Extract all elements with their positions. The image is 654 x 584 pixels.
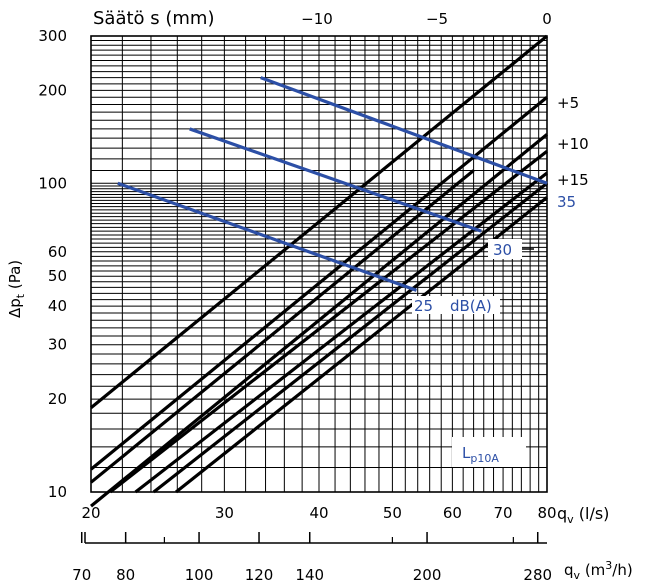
y-tick-label: 60 (48, 243, 67, 261)
x-tick-label: 70 (494, 504, 513, 522)
x2-tick-label: 200 (413, 566, 442, 584)
y-tick-label: 20 (48, 390, 67, 408)
annotation-bg (452, 437, 526, 467)
sound-lines (117, 76, 548, 292)
x-tick-label: 40 (309, 504, 328, 522)
x-tick-label: 20 (81, 504, 100, 522)
y-tick-labels: 10 20 30 40 50 60 100 200 300 (38, 27, 67, 501)
setting-label-minus10: −10 (301, 10, 333, 28)
x2-tick-label: 100 (185, 566, 214, 584)
y-tick-label: 100 (38, 174, 67, 192)
label-bg (553, 133, 593, 153)
y-tick-label: 10 (48, 483, 67, 501)
label-bg (488, 239, 522, 259)
sound-line-2 (260, 76, 548, 185)
plot-frame (90, 35, 548, 493)
secondary-axis-label: qv (m3/h) (564, 559, 633, 582)
label-bg (412, 296, 500, 314)
setting-line-0 (89, 169, 475, 484)
x2-tick-label: 80 (116, 566, 135, 584)
y-axis-label: Δpt (Pa) (6, 260, 27, 318)
x2-tick-label: 120 (245, 566, 274, 584)
sound-line-0 (117, 181, 418, 292)
x-tick-label: 80 (537, 504, 556, 522)
sound-line-1 (189, 127, 482, 233)
x2-tick-label: 280 (523, 566, 552, 584)
chart-title: Säätö s (mm) (93, 8, 215, 29)
x2-tick-label: 140 (295, 566, 324, 584)
x-tick-label: 60 (443, 504, 462, 522)
x-tick-labels: 20 30 40 50 60 70 80 (81, 504, 556, 522)
sound-label-35: 35 (557, 193, 576, 211)
y-tick-label: 200 (38, 81, 67, 99)
label-bg (553, 92, 583, 112)
setting-label-plus10: +10 (557, 135, 589, 153)
setting-line-1 (89, 34, 549, 409)
setting-line-3 (89, 133, 549, 508)
setting-lines (89, 34, 549, 508)
x-tick-label: 50 (383, 504, 402, 522)
y-tick-label: 50 (48, 267, 67, 285)
x-axis-label: qv (l/s) (557, 504, 609, 526)
x-tick-label: 30 (215, 504, 234, 522)
y-tick-label: 300 (38, 27, 67, 45)
setting-line-7 (175, 196, 548, 494)
setting-line-6 (152, 182, 548, 494)
x2-tick-label: 70 (72, 566, 91, 584)
lp10a-label: Lp10A (462, 444, 499, 465)
sound-label-25: 25 (414, 297, 433, 315)
y-tick-label: 40 (48, 297, 67, 315)
label-bg (553, 169, 597, 189)
y-tick-label: 30 (48, 336, 67, 354)
setting-line-5 (134, 171, 548, 494)
setting-label-0: 0 (542, 10, 552, 28)
setting-line-2 (89, 95, 549, 471)
sound-label-30: 30 (493, 241, 512, 259)
x2-ticks: 70 80 100 120 140 200 280 (72, 532, 552, 584)
setting-label-minus5: −5 (426, 10, 448, 28)
grid (90, 35, 548, 493)
sound-label-unit: dB(A) (450, 297, 492, 315)
setting-line-4 (109, 149, 548, 494)
setting-label-plus15: +15 (557, 171, 589, 189)
setting-label-plus5: +5 (557, 94, 579, 112)
